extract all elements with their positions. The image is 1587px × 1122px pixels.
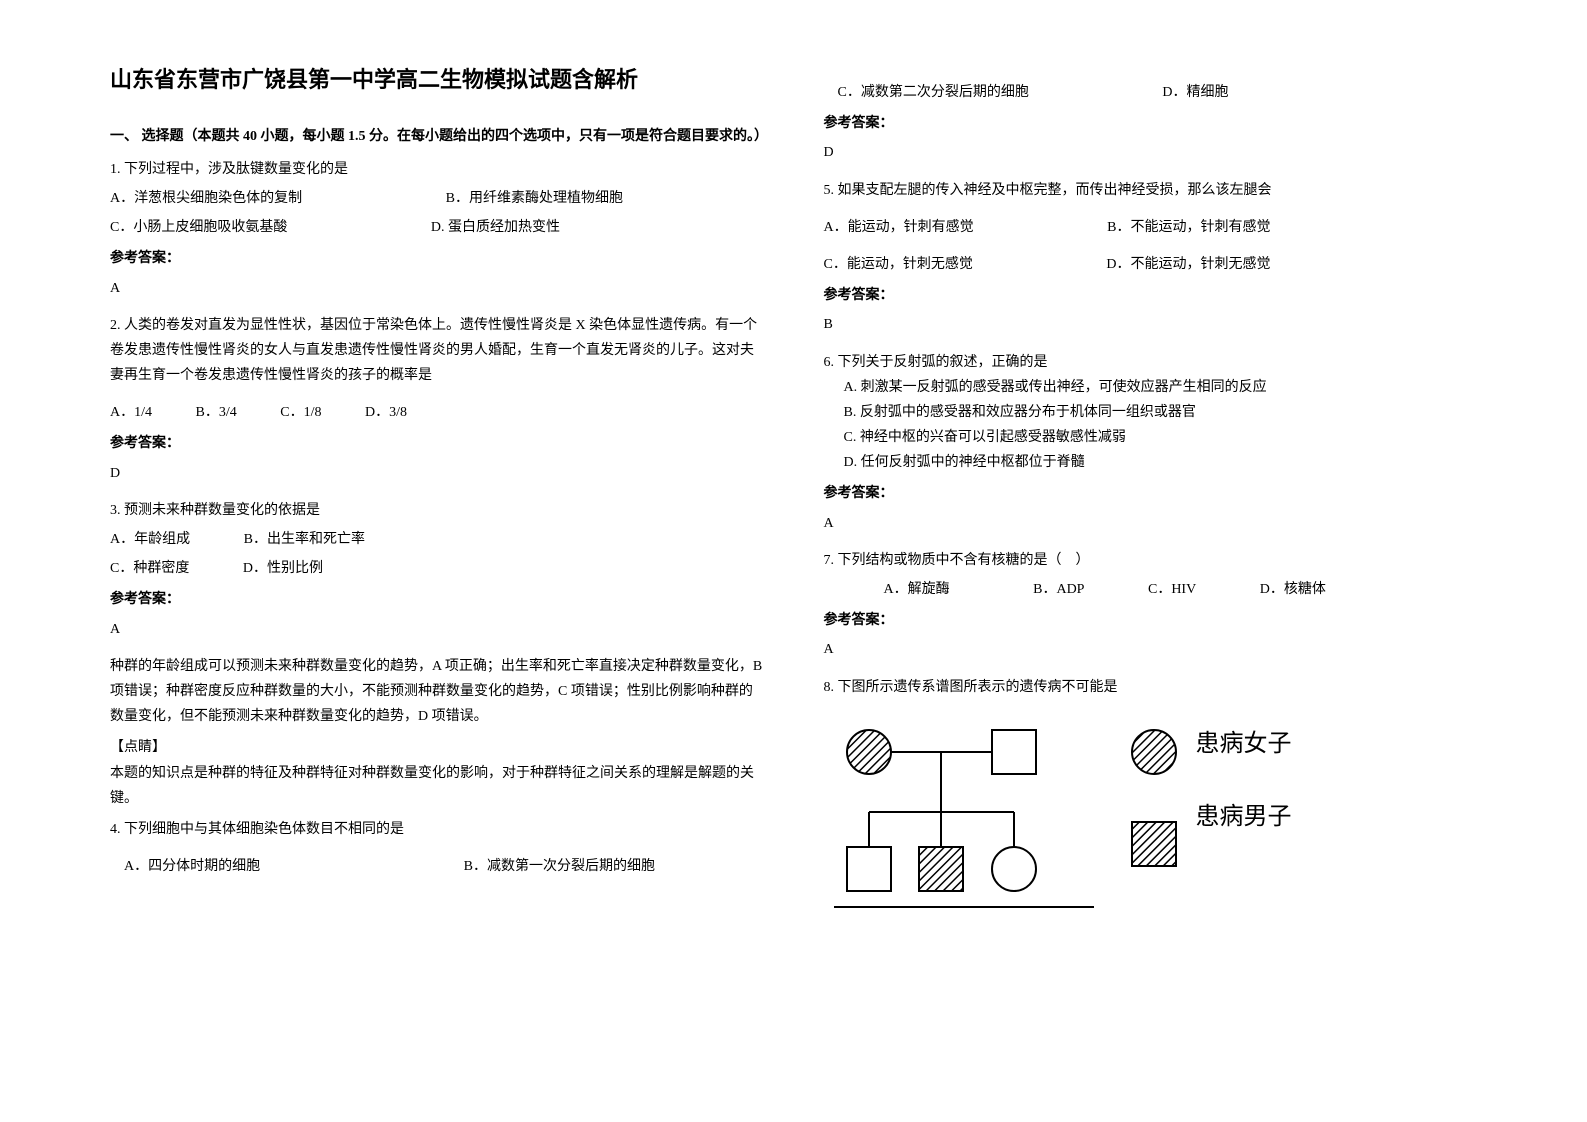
question-4-cont: C．减数第二次分裂后期的细胞 D．精细胞 参考答案： D bbox=[824, 80, 1478, 166]
q7-answer-label: 参考答案： bbox=[824, 608, 1478, 633]
question-5: 5. 如果支配左腿的传入神经及中枢完整，而传出神经受损，那么该左腿会 A．能运动… bbox=[824, 178, 1478, 338]
q1-answer-label: 参考答案： bbox=[110, 246, 764, 271]
q2-opt-c: C．1/8 bbox=[280, 400, 321, 425]
q4-opt-b: B．减数第一次分裂后期的细胞 bbox=[464, 854, 655, 879]
q4-stem: 4. 下列细胞中与其体细胞染色体数目不相同的是 bbox=[110, 817, 764, 842]
q7-opt-c: C．HIV bbox=[1148, 577, 1196, 602]
q5-opt-d: D．不能运动，针刺无感觉 bbox=[1106, 252, 1270, 277]
q6-opt-c: C. 神经中枢的兴奋可以引起感受器敏感性减弱 bbox=[844, 425, 1478, 450]
q3-answer-label: 参考答案： bbox=[110, 587, 764, 612]
q7-opt-d: D．核糖体 bbox=[1260, 577, 1326, 602]
q3-answer: A bbox=[110, 617, 764, 642]
section-heading: 一、 选择题（本题共 40 小题，每小题 1.5 分。在每小题给出的四个选项中，… bbox=[110, 124, 764, 149]
question-8: 8. 下图所示遗传系谱图所表示的遗传病不可能是 bbox=[824, 675, 1478, 700]
q3-stem: 3. 预测未来种群数量变化的依据是 bbox=[110, 498, 764, 523]
q7-stem: 7. 下列结构或物质中不含有核糖的是（ ） bbox=[824, 548, 1478, 573]
q6-answer: A bbox=[824, 511, 1478, 536]
q6-opt-b: B. 反射弧中的感受器和效应器分布于机体同一组织或器官 bbox=[844, 400, 1478, 425]
q2-answer: D bbox=[110, 461, 764, 486]
q7-opt-b: B．ADP bbox=[1033, 577, 1084, 602]
q2-opt-a: A．1/4 bbox=[110, 400, 152, 425]
q4-answer-label: 参考答案： bbox=[824, 111, 1478, 136]
q2-opt-d: D．3/8 bbox=[365, 400, 407, 425]
q5-stem: 5. 如果支配左腿的传入神经及中枢完整，而传出神经受损，那么该左腿会 bbox=[824, 178, 1478, 203]
q3-explanation: 种群的年龄组成可以预测未来种群数量变化的趋势，A 项正确；出生率和死亡率直接决定… bbox=[110, 654, 764, 730]
q5-opt-c: C．能运动，针刺无感觉 bbox=[824, 252, 973, 277]
q5-opt-b: B．不能运动，针刺有感觉 bbox=[1107, 215, 1270, 240]
q2-stem: 2. 人类的卷发对直发为显性性状，基因位于常染色体上。遗传性慢性肾炎是 X 染色… bbox=[110, 313, 764, 389]
q3-point: 本题的知识点是种群的特征及种群特征对种群数量变化的影响，对于种群特征之间关系的理… bbox=[110, 761, 764, 811]
legend-male-affected: 患病男子 bbox=[1196, 795, 1292, 838]
legend-female-affected: 患病女子 bbox=[1196, 722, 1292, 765]
question-7: 7. 下列结构或物质中不含有核糖的是（ ） A．解旋酶 B．ADP C．HIV … bbox=[824, 548, 1478, 663]
pedigree-figure: 患病女子 患病男子 bbox=[824, 712, 1478, 1028]
q4-opt-d: D．精细胞 bbox=[1162, 80, 1228, 105]
q1-opt-b: B．用纤维素酶处理植物细胞 bbox=[446, 186, 623, 211]
q1-opt-a: A．洋葱根尖细胞染色体的复制 bbox=[110, 186, 302, 211]
q3-opt-a: A．年龄组成 bbox=[110, 527, 190, 552]
question-1: 1. 下列过程中，涉及肽键数量变化的是 A．洋葱根尖细胞染色体的复制 B．用纤维… bbox=[110, 157, 764, 301]
q7-opt-a: A．解旋酶 bbox=[884, 577, 950, 602]
q1-stem: 1. 下列过程中，涉及肽键数量变化的是 bbox=[110, 157, 764, 182]
q1-opt-d: D. 蛋白质经加热变性 bbox=[431, 215, 560, 240]
q5-answer-label: 参考答案： bbox=[824, 283, 1478, 308]
q3-point-title: 【点睛】 bbox=[110, 735, 764, 760]
q6-stem: 6. 下列关于反射弧的叙述，正确的是 bbox=[824, 350, 1478, 375]
q4-opt-c: C．减数第二次分裂后期的细胞 bbox=[838, 80, 1029, 105]
q8-stem: 8. 下图所示遗传系谱图所表示的遗传病不可能是 bbox=[824, 675, 1478, 700]
page-title: 山东省东营市广饶县第一中学高二生物模拟试题含解析 bbox=[110, 60, 764, 100]
q6-opt-d: D. 任何反射弧中的神经中枢都位于脊髓 bbox=[844, 450, 1478, 475]
question-6: 6. 下列关于反射弧的叙述，正确的是 A. 刺激某一反射弧的感受器或传出神经，可… bbox=[824, 350, 1478, 536]
q3-opt-c: C．种群密度 bbox=[110, 556, 189, 581]
q1-answer: A bbox=[110, 276, 764, 301]
q5-answer: B bbox=[824, 312, 1478, 337]
q6-answer-label: 参考答案： bbox=[824, 481, 1478, 506]
question-4: 4. 下列细胞中与其体细胞染色体数目不相同的是 A．四分体时期的细胞 B．减数第… bbox=[110, 817, 764, 879]
question-3: 3. 预测未来种群数量变化的依据是 A．年龄组成 B．出生率和死亡率 C．种群密… bbox=[110, 498, 764, 811]
q6-opt-a: A. 刺激某一反射弧的感受器或传出神经，可使效应器产生相同的反应 bbox=[844, 375, 1478, 400]
q3-opt-d: D．性别比例 bbox=[243, 556, 323, 581]
q2-answer-label: 参考答案： bbox=[110, 431, 764, 456]
question-2: 2. 人类的卷发对直发为显性性状，基因位于常染色体上。遗传性慢性肾炎是 X 染色… bbox=[110, 313, 764, 486]
q2-opt-b: B．3/4 bbox=[196, 400, 237, 425]
q3-opt-b: B．出生率和死亡率 bbox=[244, 527, 365, 552]
q5-opt-a: A．能运动，针刺有感觉 bbox=[824, 215, 974, 240]
q1-opt-c: C．小肠上皮细胞吸收氨基酸 bbox=[110, 215, 287, 240]
q4-opt-a: A．四分体时期的细胞 bbox=[124, 854, 260, 879]
q7-answer: A bbox=[824, 637, 1478, 662]
q4-answer: D bbox=[824, 140, 1478, 165]
